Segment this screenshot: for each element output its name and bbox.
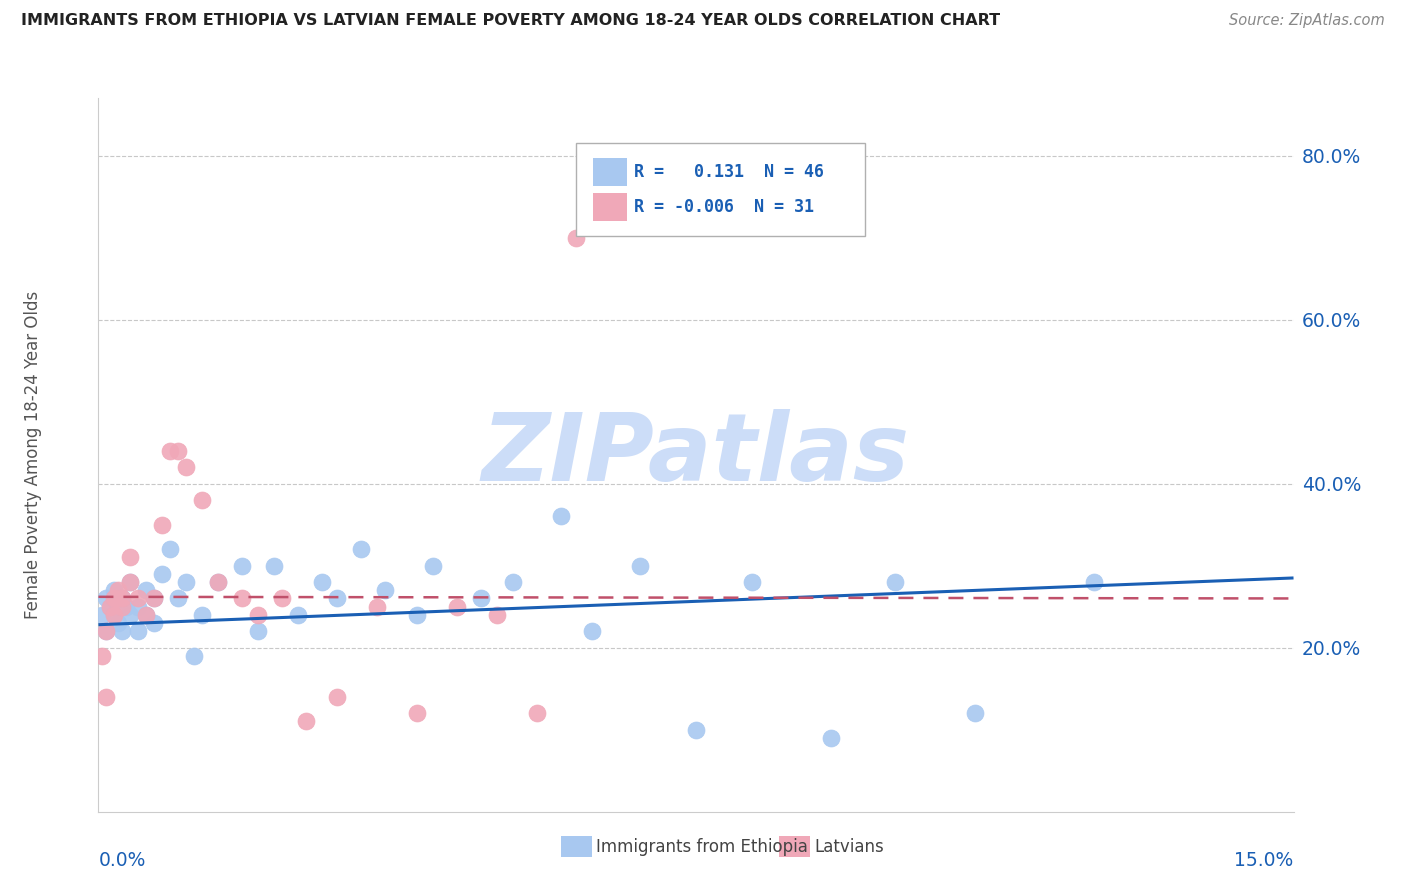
Point: [191, 493, 214, 508]
Point: [374, 583, 396, 598]
Point: [502, 575, 524, 590]
Point: [183, 648, 205, 663]
Point: [159, 542, 181, 557]
Point: [127, 591, 149, 606]
Point: [96, 591, 118, 606]
Point: [174, 460, 197, 475]
Point: [135, 583, 157, 598]
Text: Source: ZipAtlas.com: Source: ZipAtlas.com: [1229, 13, 1385, 29]
Point: [120, 550, 142, 565]
Point: [366, 599, 388, 614]
Point: [406, 706, 429, 721]
Point: [422, 558, 444, 573]
Point: [741, 575, 763, 590]
Point: [884, 575, 907, 590]
Point: [111, 591, 134, 606]
Point: [111, 591, 134, 606]
Point: [550, 509, 572, 524]
Point: [143, 616, 166, 631]
Point: [120, 607, 142, 622]
Point: [150, 566, 173, 581]
Point: [107, 583, 129, 598]
Point: [91, 648, 114, 663]
Point: [120, 575, 142, 590]
Point: [581, 624, 603, 639]
Point: [191, 607, 214, 622]
Point: [207, 575, 229, 590]
Point: [167, 591, 190, 606]
Point: [111, 599, 134, 614]
Point: [167, 443, 190, 458]
Point: [406, 607, 429, 622]
Point: [231, 558, 253, 573]
Point: [565, 230, 588, 244]
Point: [287, 607, 309, 622]
Point: [96, 624, 118, 639]
Point: [263, 558, 285, 573]
Point: [143, 591, 166, 606]
Point: [270, 591, 292, 606]
Point: [103, 591, 125, 606]
Point: [96, 690, 118, 704]
Point: [120, 575, 142, 590]
Point: [963, 706, 986, 721]
Point: [150, 517, 173, 532]
Point: [111, 624, 134, 639]
Point: [103, 607, 125, 622]
Point: [127, 624, 149, 639]
Text: Female Poverty Among 18-24 Year Olds: Female Poverty Among 18-24 Year Olds: [24, 291, 42, 619]
Point: [246, 624, 269, 639]
Text: Latvians: Latvians: [814, 838, 884, 855]
Text: Immigrants from Ethiopia: Immigrants from Ethiopia: [596, 838, 808, 855]
Text: R = -0.006  N = 31: R = -0.006 N = 31: [634, 198, 814, 216]
Point: [1083, 575, 1105, 590]
Point: [127, 599, 149, 614]
Point: [91, 607, 114, 622]
Point: [143, 591, 166, 606]
Text: ZIPatlas: ZIPatlas: [482, 409, 910, 501]
Point: [246, 607, 269, 622]
Text: 0.0%: 0.0%: [98, 851, 146, 870]
Point: [103, 583, 125, 598]
Point: [326, 591, 349, 606]
Text: R =   0.131  N = 46: R = 0.131 N = 46: [634, 163, 824, 181]
Point: [628, 558, 651, 573]
Point: [207, 575, 229, 590]
Point: [159, 443, 181, 458]
Point: [100, 599, 122, 614]
Point: [311, 575, 333, 590]
Point: [231, 591, 253, 606]
Point: [294, 714, 316, 729]
Point: [350, 542, 373, 557]
Point: [326, 690, 349, 704]
Point: [135, 607, 157, 622]
Point: [820, 731, 842, 745]
Point: [115, 599, 138, 614]
Point: [135, 607, 157, 622]
Point: [100, 599, 122, 614]
Point: [174, 575, 197, 590]
Point: [685, 723, 707, 737]
Point: [470, 591, 492, 606]
Text: 15.0%: 15.0%: [1234, 851, 1294, 870]
Point: [485, 607, 508, 622]
Point: [103, 607, 125, 622]
Point: [96, 624, 118, 639]
Text: IMMIGRANTS FROM ETHIOPIA VS LATVIAN FEMALE POVERTY AMONG 18-24 YEAR OLDS CORRELA: IMMIGRANTS FROM ETHIOPIA VS LATVIAN FEMA…: [21, 13, 1000, 29]
Point: [107, 616, 129, 631]
Point: [446, 599, 468, 614]
Point: [526, 706, 548, 721]
